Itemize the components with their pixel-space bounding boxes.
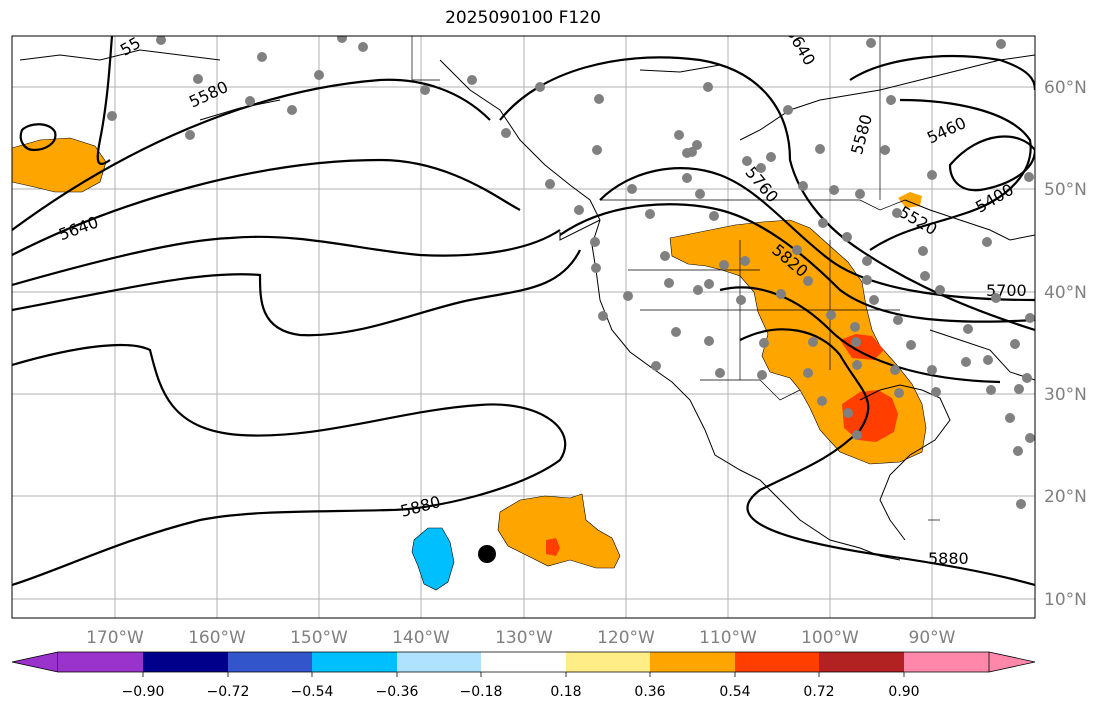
colorbar-tick-label: 0.18	[550, 684, 581, 700]
height-contours	[12, 36, 1035, 587]
colorbar-tick-label: 0.72	[803, 684, 834, 700]
lon-tick-label: 150°W	[290, 628, 348, 648]
borders	[411, 36, 940, 521]
anomaly-region-tropical-red	[546, 538, 560, 556]
lon-tick-label: 130°W	[495, 628, 553, 648]
lon-tick-label: 140°W	[392, 628, 450, 648]
lon-tick-label: 120°W	[597, 628, 655, 648]
colorbar-tick-label: 0.54	[719, 684, 750, 700]
colorbar-extend-low	[11, 651, 59, 673]
coastlines	[19, 49, 1035, 561]
colorbar-bin	[143, 652, 228, 672]
contour-label: 5880	[928, 549, 969, 568]
contour-line	[599, 167, 1035, 302]
lat-tick-label: 60°N	[1044, 78, 1087, 98]
lat-tick-label: 50°N	[1044, 180, 1087, 200]
contour-line	[12, 78, 491, 231]
lat-tick-label: 30°N	[1044, 385, 1087, 405]
lat-tick-label: 20°N	[1044, 487, 1087, 507]
colorbar-bin	[819, 652, 904, 672]
storm-center-marker	[478, 545, 496, 563]
contour-line	[739, 328, 1035, 587]
contour-line	[12, 249, 581, 337]
anomaly-region-tropical-orange	[497, 493, 621, 569]
lat-tick-label: 40°N	[1044, 283, 1087, 303]
longitude-axis: 170°W 160°W 150°W 140°W 130°W 120°W 110°…	[86, 628, 956, 648]
anomaly-fills	[12, 137, 927, 591]
contour-line	[12, 343, 567, 587]
map-title: 2025090100 F120	[445, 8, 601, 28]
colorbar-bin	[397, 652, 481, 672]
anomaly-region-ok-red	[840, 334, 884, 360]
colorbar-tick-label: −0.72	[207, 684, 250, 700]
colorbar-tick-label: −0.54	[291, 684, 334, 700]
colorbar-bin	[566, 652, 650, 672]
lon-tick-label: 100°W	[801, 628, 859, 648]
anomaly-region-west-pacific	[12, 137, 107, 193]
contour-line	[12, 158, 521, 256]
contour-line	[499, 56, 1035, 332]
colorbar-tick-label: −0.90	[122, 684, 165, 700]
contour-line	[559, 203, 1035, 323]
contour-line	[96, 36, 114, 165]
lon-tick-label: 170°W	[86, 628, 144, 648]
colorbar-tick-label: 0.36	[634, 684, 665, 700]
colorbar-bin	[904, 652, 989, 672]
colorbar-tick-label: −0.18	[460, 684, 503, 700]
colorbar-bin	[58, 652, 143, 672]
contour-line	[12, 229, 561, 287]
station-markers	[107, 36, 1035, 509]
colorbar: −0.90 −0.72 −0.54 −0.36 −0.18 0.18 0.36 …	[11, 651, 1036, 700]
colorbar-bin	[228, 652, 312, 672]
contour-line	[948, 135, 1035, 192]
colorbar-tick-label: 0.90	[888, 684, 919, 700]
contour-line	[719, 286, 1001, 384]
lon-tick-label: 110°W	[699, 628, 757, 648]
contour-line	[849, 55, 1035, 91]
lon-tick-label: 90°W	[909, 628, 956, 648]
colorbar-bin	[650, 652, 735, 672]
colorbar-bin	[735, 652, 819, 672]
anomaly-region-texas-red	[842, 390, 898, 442]
colorbar-bin	[312, 652, 397, 672]
contour-line	[19, 123, 57, 152]
map-frame	[11, 35, 1036, 619]
colorbar-bin	[481, 652, 566, 672]
lat-tick-label: 10°N	[1044, 590, 1087, 610]
lon-tick-label: 160°W	[188, 628, 246, 648]
anomaly-region-tropical-blue	[411, 527, 455, 591]
colorbar-tick-label: −0.36	[376, 684, 419, 700]
colorbar-extend-high	[988, 651, 1036, 673]
latitude-axis: 60°N 50°N 40°N 30°N 20°N 10°N	[1044, 78, 1087, 610]
